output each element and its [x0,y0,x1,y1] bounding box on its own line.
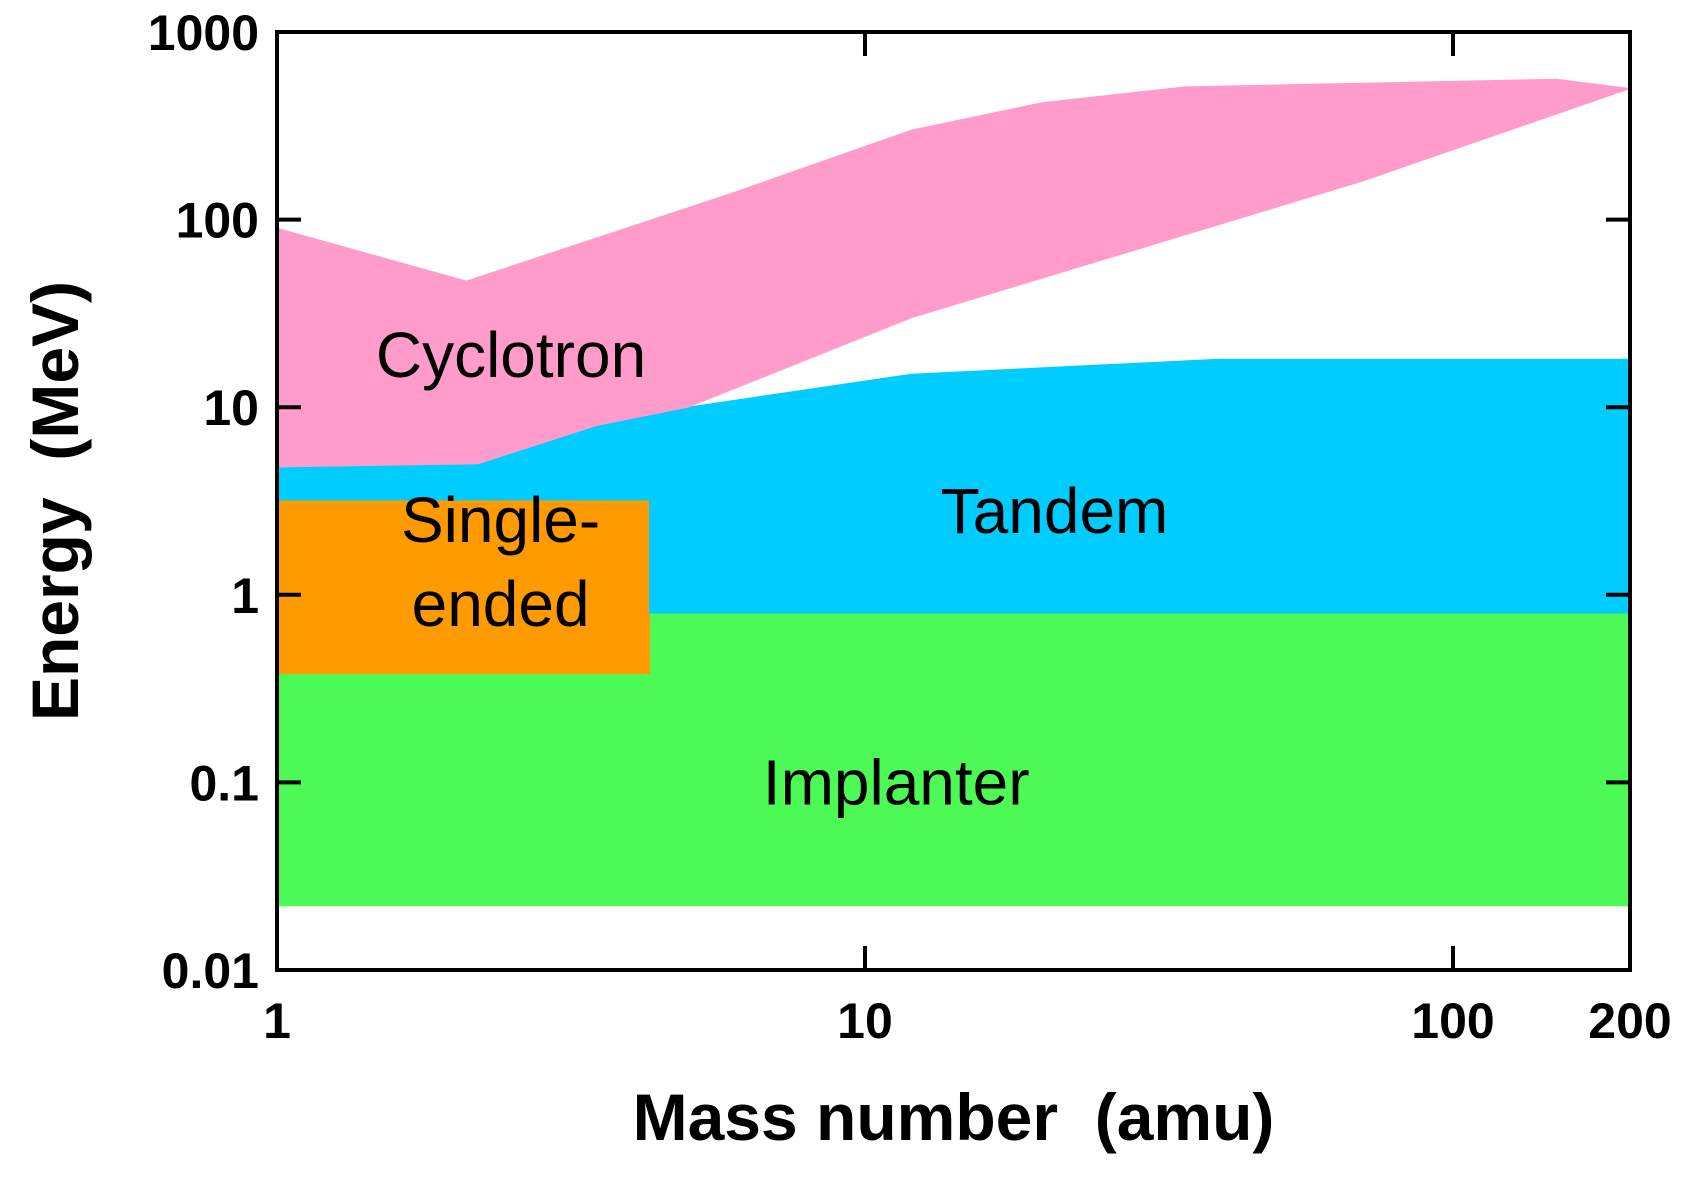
x-tick-label: 100 [1411,993,1494,1049]
x-tick-label: 200 [1588,993,1671,1049]
y-tick-label: 0.1 [189,755,259,811]
y-tick-label: 0.01 [162,943,259,999]
y-tick-label: 10 [203,380,259,436]
regions [276,78,1631,907]
ticks [277,32,1630,970]
x-tick-label: 10 [837,993,893,1049]
region-label-cyclotron: Cyclotron [376,319,646,391]
x-tick-label: 1 [263,993,291,1049]
region-label-implanter: Implanter [763,746,1030,818]
plot-frame [275,30,1632,972]
y-axis-title: Energy (MeV) [18,281,92,721]
x-axis-title: Mass number (amu) [633,1080,1275,1154]
region-label-tandem: Tandem [941,475,1169,547]
y-tick-label: 1000 [148,5,259,61]
region-label-single-ended-2: ended [412,568,590,640]
y-tick-label: 100 [176,193,259,249]
tick-labels: 1 10 100 200 1000 100 10 1 0.1 0.01 [148,5,1672,1049]
y-tick-label: 1 [231,568,259,624]
region-labels: Implanter Single-ended Tandem Cyclotron [376,319,1169,819]
region-label-single-ended-1: Single- [401,484,600,556]
